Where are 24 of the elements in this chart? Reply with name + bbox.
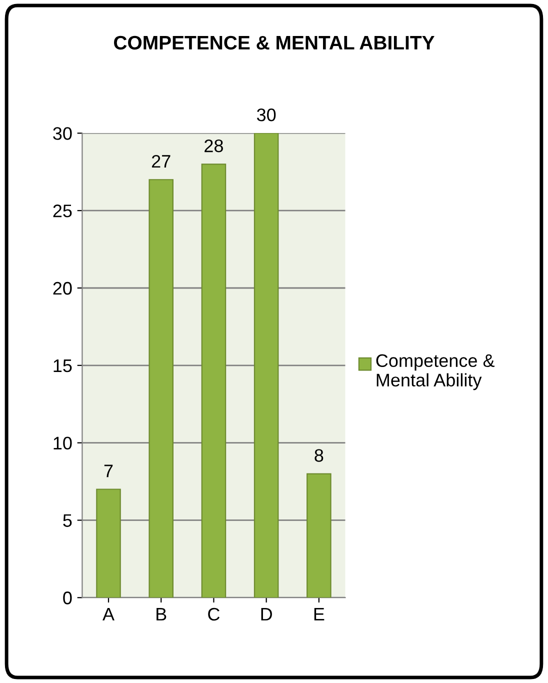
- bar: [306, 473, 332, 598]
- y-tick-label: 20: [53, 282, 72, 295]
- data-label: 30: [256, 108, 276, 122]
- x-tick-label: D: [261, 608, 272, 620]
- x-tick-label: C: [208, 608, 220, 621]
- data-label: 7: [104, 464, 113, 478]
- legend-label: Competence & Mental Ability: [376, 354, 495, 390]
- bar: [96, 488, 121, 598]
- y-tick-label: 15: [54, 360, 72, 372]
- bar: [254, 133, 279, 598]
- x-tick-label: E: [314, 608, 324, 620]
- data-label: 27: [152, 154, 170, 168]
- y-tick-label: 0: [63, 592, 72, 604]
- data-label: 8: [314, 449, 324, 462]
- data-label: 28: [204, 139, 223, 152]
- bar: [148, 179, 174, 598]
- y-tick-label: 25: [53, 204, 72, 218]
- y-tick-label: 30: [53, 127, 72, 140]
- bar: [201, 164, 226, 598]
- y-tick-label: 10: [54, 436, 72, 450]
- chart-title: COMPETENCE & MENTAL ABILITY: [114, 36, 434, 50]
- x-tick-label: B: [156, 608, 166, 620]
- x-tick-label: A: [102, 608, 114, 620]
- y-tick-label: 5: [63, 514, 72, 527]
